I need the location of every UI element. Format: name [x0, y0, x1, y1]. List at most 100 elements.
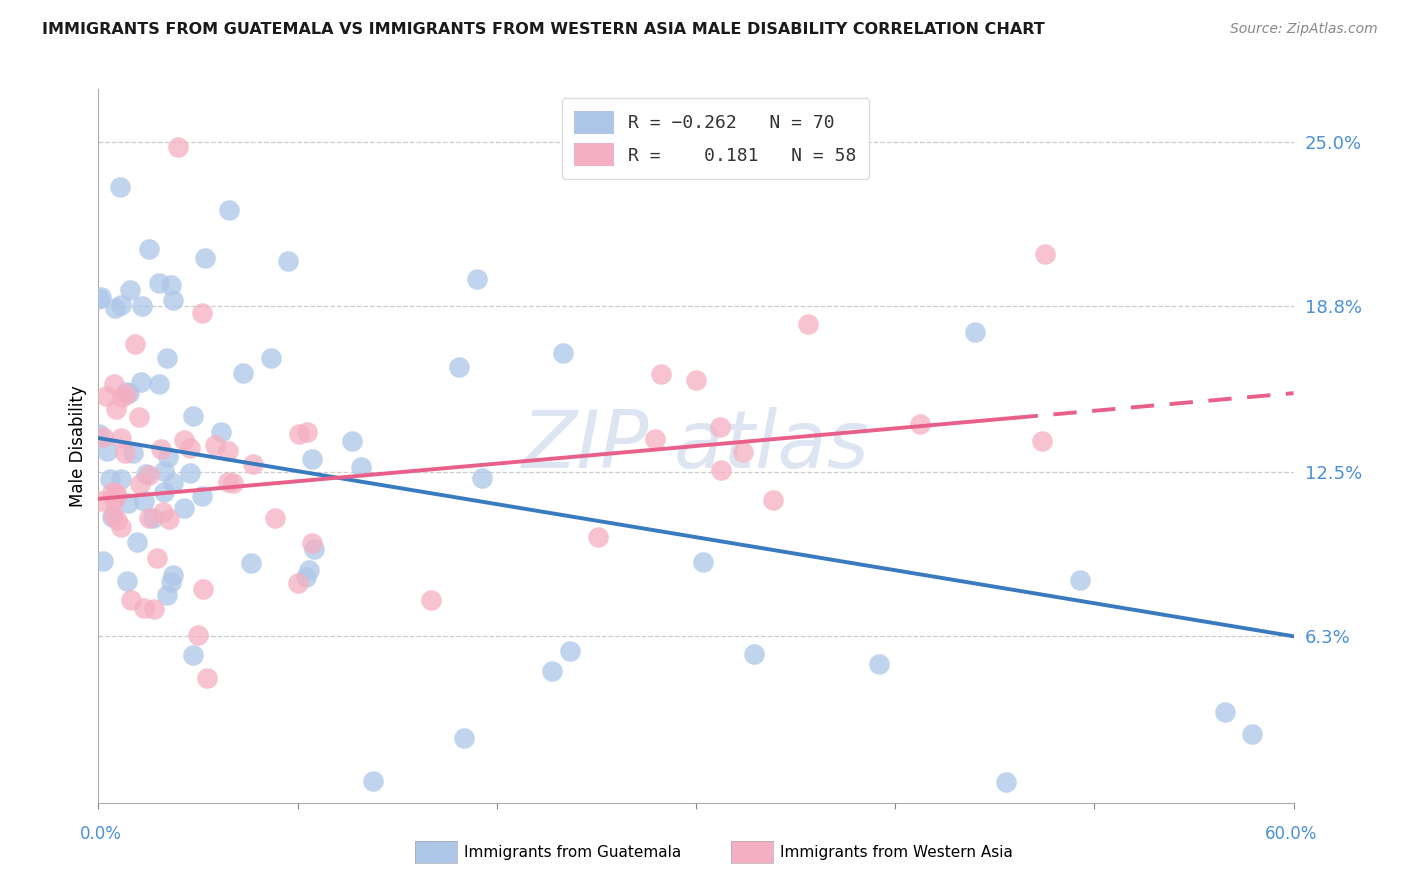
Point — [420, 593, 443, 607]
Point — [108, 180, 131, 194]
Point — [160, 277, 183, 292]
Point — [453, 731, 475, 745]
Point — [796, 317, 818, 331]
Point — [149, 442, 172, 457]
Point — [1241, 727, 1264, 741]
Point — [128, 409, 150, 424]
Point — [157, 512, 180, 526]
Point — [131, 299, 153, 313]
Point — [217, 475, 239, 489]
Text: Immigrants from Guatemala: Immigrants from Guatemala — [464, 845, 682, 860]
Point — [301, 452, 323, 467]
Point — [1033, 247, 1056, 261]
Point — [91, 554, 114, 568]
Point — [101, 510, 124, 524]
Point — [156, 588, 179, 602]
Point — [742, 647, 765, 661]
Point — [114, 387, 136, 401]
Point — [191, 489, 214, 503]
Point — [115, 385, 138, 400]
Point — [181, 648, 204, 662]
Text: Immigrants from Western Asia: Immigrants from Western Asia — [780, 845, 1014, 860]
Y-axis label: Male Disability: Male Disability — [69, 385, 87, 507]
Point — [162, 475, 184, 490]
Point — [105, 489, 128, 503]
Point — [179, 442, 201, 456]
Point — [156, 351, 179, 365]
Point — [173, 500, 195, 515]
Text: ZIP atlas: ZIP atlas — [522, 407, 870, 485]
Point — [103, 376, 125, 391]
Point — [101, 484, 124, 499]
Point — [187, 628, 209, 642]
Point — [692, 556, 714, 570]
Point — [118, 385, 141, 400]
Point — [217, 444, 239, 458]
Text: Source: ZipAtlas.com: Source: ZipAtlas.com — [1230, 22, 1378, 37]
Point — [232, 366, 254, 380]
Point — [152, 485, 174, 500]
Point — [122, 446, 145, 460]
Point — [218, 203, 240, 218]
Point — [89, 293, 111, 307]
Point — [111, 390, 134, 404]
Point — [103, 493, 125, 508]
Point — [90, 290, 112, 304]
Point — [94, 388, 117, 402]
Point — [183, 409, 205, 423]
Point — [762, 492, 785, 507]
Point — [152, 464, 174, 478]
Point — [98, 472, 121, 486]
Point — [146, 550, 169, 565]
Point — [1069, 573, 1091, 587]
Point — [709, 463, 731, 477]
Point — [142, 511, 165, 525]
Point — [204, 437, 226, 451]
Point — [733, 444, 755, 458]
Point — [222, 475, 245, 490]
Point — [87, 426, 110, 441]
Point — [110, 472, 132, 486]
Point — [342, 434, 364, 449]
Point — [114, 446, 136, 460]
Point — [148, 377, 170, 392]
Point — [148, 276, 170, 290]
Point — [138, 242, 160, 256]
Point — [96, 443, 118, 458]
Point — [104, 301, 127, 316]
Point — [162, 293, 184, 308]
Text: IMMIGRANTS FROM GUATEMALA VS IMMIGRANTS FROM WESTERN ASIA MALE DISABILITY CORREL: IMMIGRANTS FROM GUATEMALA VS IMMIGRANTS … — [42, 22, 1045, 37]
Point — [868, 657, 890, 671]
Point — [297, 563, 319, 577]
Point — [361, 773, 384, 788]
Text: 0.0%: 0.0% — [80, 825, 122, 843]
Point — [447, 359, 470, 374]
Point — [209, 425, 232, 439]
Point — [910, 417, 932, 431]
Text: 60.0%: 60.0% — [1264, 825, 1317, 843]
Point — [350, 459, 373, 474]
Point — [240, 556, 263, 570]
Point — [1031, 434, 1053, 449]
Point — [540, 664, 562, 678]
Point — [1215, 705, 1237, 719]
Point — [125, 535, 148, 549]
Point — [157, 450, 180, 464]
Point — [105, 513, 128, 527]
Point — [465, 272, 488, 286]
Point — [994, 774, 1017, 789]
Point — [104, 402, 127, 417]
Point — [304, 542, 326, 557]
Point — [142, 602, 165, 616]
Point — [650, 368, 672, 382]
Point — [173, 434, 195, 448]
Point — [195, 671, 218, 685]
Point — [294, 570, 316, 584]
Point — [963, 326, 986, 340]
Point — [115, 574, 138, 588]
Point — [277, 254, 299, 268]
Point — [129, 477, 152, 491]
Point — [191, 582, 214, 597]
Point — [644, 432, 666, 446]
Point — [90, 494, 112, 508]
